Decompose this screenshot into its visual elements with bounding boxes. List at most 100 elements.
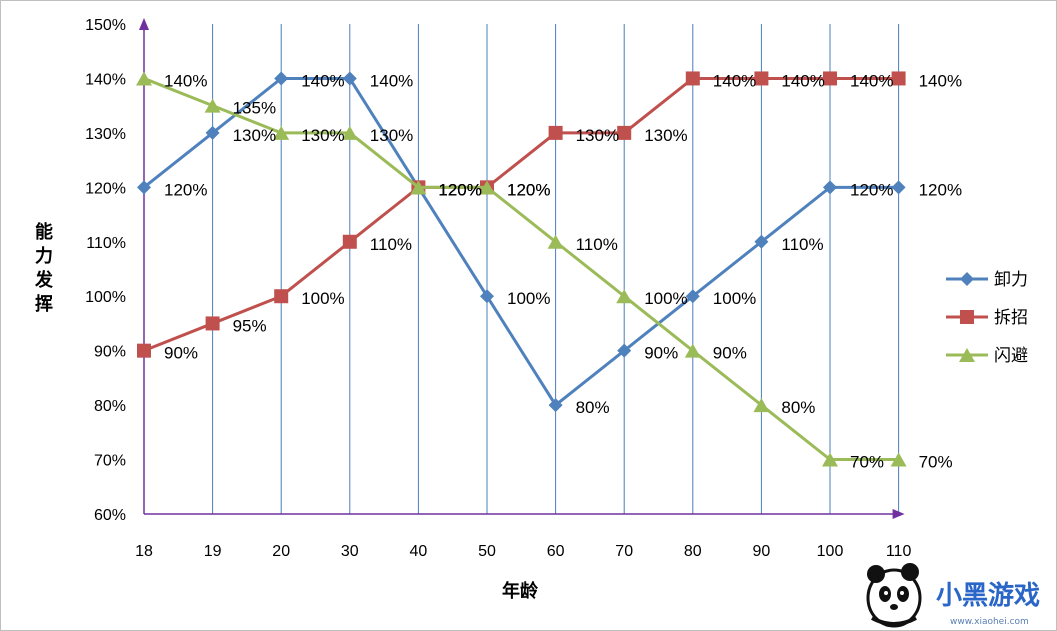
y-tick-110: 110% xyxy=(86,235,126,252)
data-label-3-80: 90% xyxy=(713,344,747,363)
legend-label-1: 卸力 xyxy=(994,270,1028,290)
data-label-3-100: 70% xyxy=(850,453,884,472)
legend-item-2: 拆招 xyxy=(946,308,1028,328)
data-label-2-30: 110% xyxy=(370,235,412,254)
data-point-2-90 xyxy=(754,71,769,86)
x-tick-30: 30 xyxy=(341,543,359,560)
data-label-1-60: 80% xyxy=(576,398,610,417)
watermark-text: 小黑游戏 xyxy=(936,581,1040,611)
y-tick-80: 80% xyxy=(94,398,126,415)
data-label-2-70: 130% xyxy=(644,126,687,145)
y-tick-60: 60% xyxy=(94,507,126,524)
data-point-3-90 xyxy=(753,398,770,413)
legend-label-2: 拆招 xyxy=(994,308,1028,328)
data-point-2-19 xyxy=(205,316,220,331)
y-axis-arrowhead xyxy=(139,18,149,30)
data-point-1-60 xyxy=(548,398,563,413)
data-point-3-70 xyxy=(616,289,633,304)
data-point-2-100 xyxy=(823,71,837,86)
data-label-2-90: 140% xyxy=(781,71,824,90)
series-line-2 xyxy=(143,76,899,353)
data-label-3-18: 140% xyxy=(164,71,207,90)
data-label-1-50: 100% xyxy=(507,289,550,308)
data-label-3-70: 100% xyxy=(644,289,687,308)
data-point-3-80 xyxy=(684,343,701,358)
data-label-2-19: 95% xyxy=(233,316,267,335)
y-tick-100: 100% xyxy=(85,289,126,306)
y-tick-90: 90% xyxy=(94,344,126,361)
series-line-3 xyxy=(143,77,899,462)
x-tick-18: 18 xyxy=(135,543,153,560)
data-point-1-70 xyxy=(617,343,632,358)
data-point-1-90 xyxy=(754,234,769,249)
y-tick-150: 150% xyxy=(85,17,126,34)
grid-lines xyxy=(212,24,900,514)
x-tick-110: 110 xyxy=(886,543,912,560)
legend-marker-1 xyxy=(960,272,974,286)
data-label-3-110: 70% xyxy=(919,453,953,472)
data-point-2-30 xyxy=(342,234,357,249)
y-tick-labels: 60% 70% 80% 90% 100% 110% 120% 130% 140% 150% xyxy=(85,17,126,524)
data-point-3-40 xyxy=(410,180,427,195)
data-label-1-100: 120% xyxy=(850,180,893,199)
data-point-2-18 xyxy=(137,343,151,358)
x-tick-80: 80 xyxy=(684,543,702,560)
x-tick-100: 100 xyxy=(817,543,844,560)
x-axis-title: 年龄 xyxy=(502,580,539,602)
data-label-3-50: 120% xyxy=(507,180,550,199)
data-point-3-50 xyxy=(479,180,495,195)
y-axis-title: 能力发挥 xyxy=(34,221,54,315)
y-tick-130: 130% xyxy=(85,126,126,143)
data-point-1-19 xyxy=(205,125,220,140)
data-label-1-90: 110% xyxy=(781,235,823,254)
legend-item-1: 卸力 xyxy=(946,270,1028,290)
watermark: 小黑游戏 www.xiaohei.com xyxy=(866,563,1040,628)
data-label-1-40: 120% xyxy=(438,180,481,199)
legend-marker-3 xyxy=(959,348,975,362)
panda-logo xyxy=(866,563,922,628)
series-group xyxy=(136,71,907,467)
x-tick-70: 70 xyxy=(615,543,633,560)
data-label-2-50: 120% xyxy=(507,180,550,199)
data-point-3-110 xyxy=(890,452,907,467)
data-point-1-100 xyxy=(823,180,837,195)
data-label-3-40: 120% xyxy=(438,180,481,199)
data-point-3-30 xyxy=(341,125,358,140)
x-tick-40: 40 xyxy=(410,543,428,560)
data-label-2-110: 140% xyxy=(919,71,962,90)
x-tick-90: 90 xyxy=(753,543,771,560)
x-tick-60: 60 xyxy=(547,543,565,560)
legend-label-3: 闪避 xyxy=(994,346,1028,366)
data-point-1-30 xyxy=(342,71,357,86)
data-label-3-19: 135% xyxy=(233,99,276,118)
x-tick-19: 19 xyxy=(204,543,222,560)
data-point-2-110 xyxy=(891,71,906,86)
data-point-3-20 xyxy=(273,125,290,140)
x-tick-50: 50 xyxy=(478,543,496,560)
data-point-1-18 xyxy=(137,180,151,195)
x-tick-labels: 18 19 20 30 40 50 60 70 80 90 100 110 xyxy=(135,543,911,560)
data-point-3-19 xyxy=(204,98,221,113)
data-point-1-80 xyxy=(685,289,700,304)
series-line-1 xyxy=(143,76,899,408)
data-point-1-50 xyxy=(480,289,494,304)
y-tick-140: 140% xyxy=(85,71,126,88)
watermark-url: www.xiaohei.com xyxy=(950,617,1029,627)
data-label-2-20: 100% xyxy=(301,289,344,308)
data-label-3-60: 110% xyxy=(576,235,618,254)
watermark-logo-text: 小黑游戏 xyxy=(936,581,1040,611)
data-point-1-20 xyxy=(274,71,289,86)
data-label-1-80: 100% xyxy=(713,289,756,308)
data-label-1-110: 120% xyxy=(919,180,962,199)
data-point-2-80 xyxy=(685,71,700,86)
data-point-2-60 xyxy=(548,125,563,140)
data-label-3-90: 80% xyxy=(781,398,815,417)
data-point-2-20 xyxy=(274,289,289,304)
axes xyxy=(139,18,905,519)
data-label-1-30: 140% xyxy=(370,71,413,90)
data-label-1-18: 120% xyxy=(164,180,207,199)
y-tick-120: 120% xyxy=(85,180,126,197)
data-point-1-110 xyxy=(891,180,906,195)
